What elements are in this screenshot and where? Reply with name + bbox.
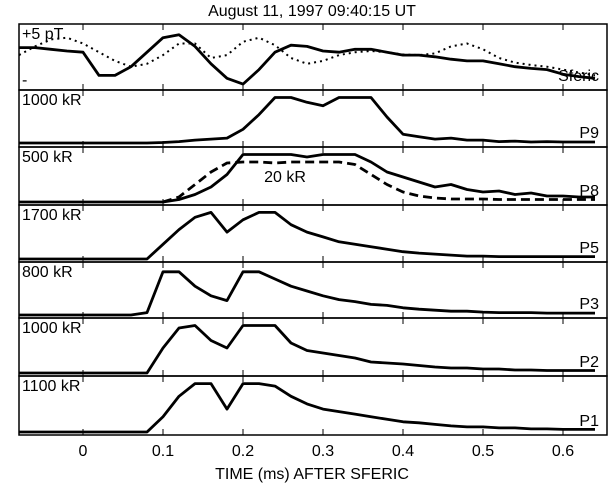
annotation: -: [22, 72, 27, 89]
panel-frame: [18, 375, 608, 436]
line-series: [19, 211, 595, 261]
series-label: P2: [579, 354, 599, 371]
annotation: 1100 kR: [22, 378, 80, 395]
annotation: 1700 kR: [22, 207, 82, 224]
series-label: Sferic: [558, 68, 599, 85]
line-series: [19, 270, 595, 317]
annotation: 1000 kR: [22, 320, 82, 337]
series-label: P9: [579, 125, 599, 142]
x-tick-label: 0.6: [552, 443, 574, 460]
annotation: 800 kR: [22, 264, 73, 281]
x-tick-label: 0.4: [392, 443, 414, 460]
line-series: [19, 382, 595, 434]
x-tick-label: 0.5: [472, 443, 494, 460]
x-tick-label: 0: [79, 443, 88, 460]
line-series: [19, 324, 595, 375]
series-label: P8: [579, 183, 599, 200]
panel-frame: [18, 317, 608, 377]
x-tick-label: 0.2: [232, 443, 254, 460]
chart-title: August 11, 1997 09:40:15 UT: [208, 3, 416, 20]
series-label: P3: [579, 296, 599, 313]
x-tick-label: 0.3: [312, 443, 334, 460]
panel-frame: [18, 89, 608, 148]
line-series: [19, 153, 595, 204]
line-series: [19, 96, 595, 145]
line-series: [162, 160, 595, 204]
panel-frame: [18, 261, 608, 319]
line-series: [18, 36, 596, 77]
annotation: 20 kR: [264, 169, 306, 186]
annotation: 1000 kR: [22, 92, 82, 109]
line-series: [19, 33, 596, 86]
x-tick-label: 0.1: [152, 443, 174, 460]
annotation: 500 kR: [22, 149, 73, 166]
series-label: P1: [579, 413, 599, 430]
x-axis-label: TIME (ms) AFTER SFERIC: [215, 466, 409, 483]
series-label: P5: [579, 240, 599, 257]
annotation: +5 pT: [22, 26, 64, 43]
